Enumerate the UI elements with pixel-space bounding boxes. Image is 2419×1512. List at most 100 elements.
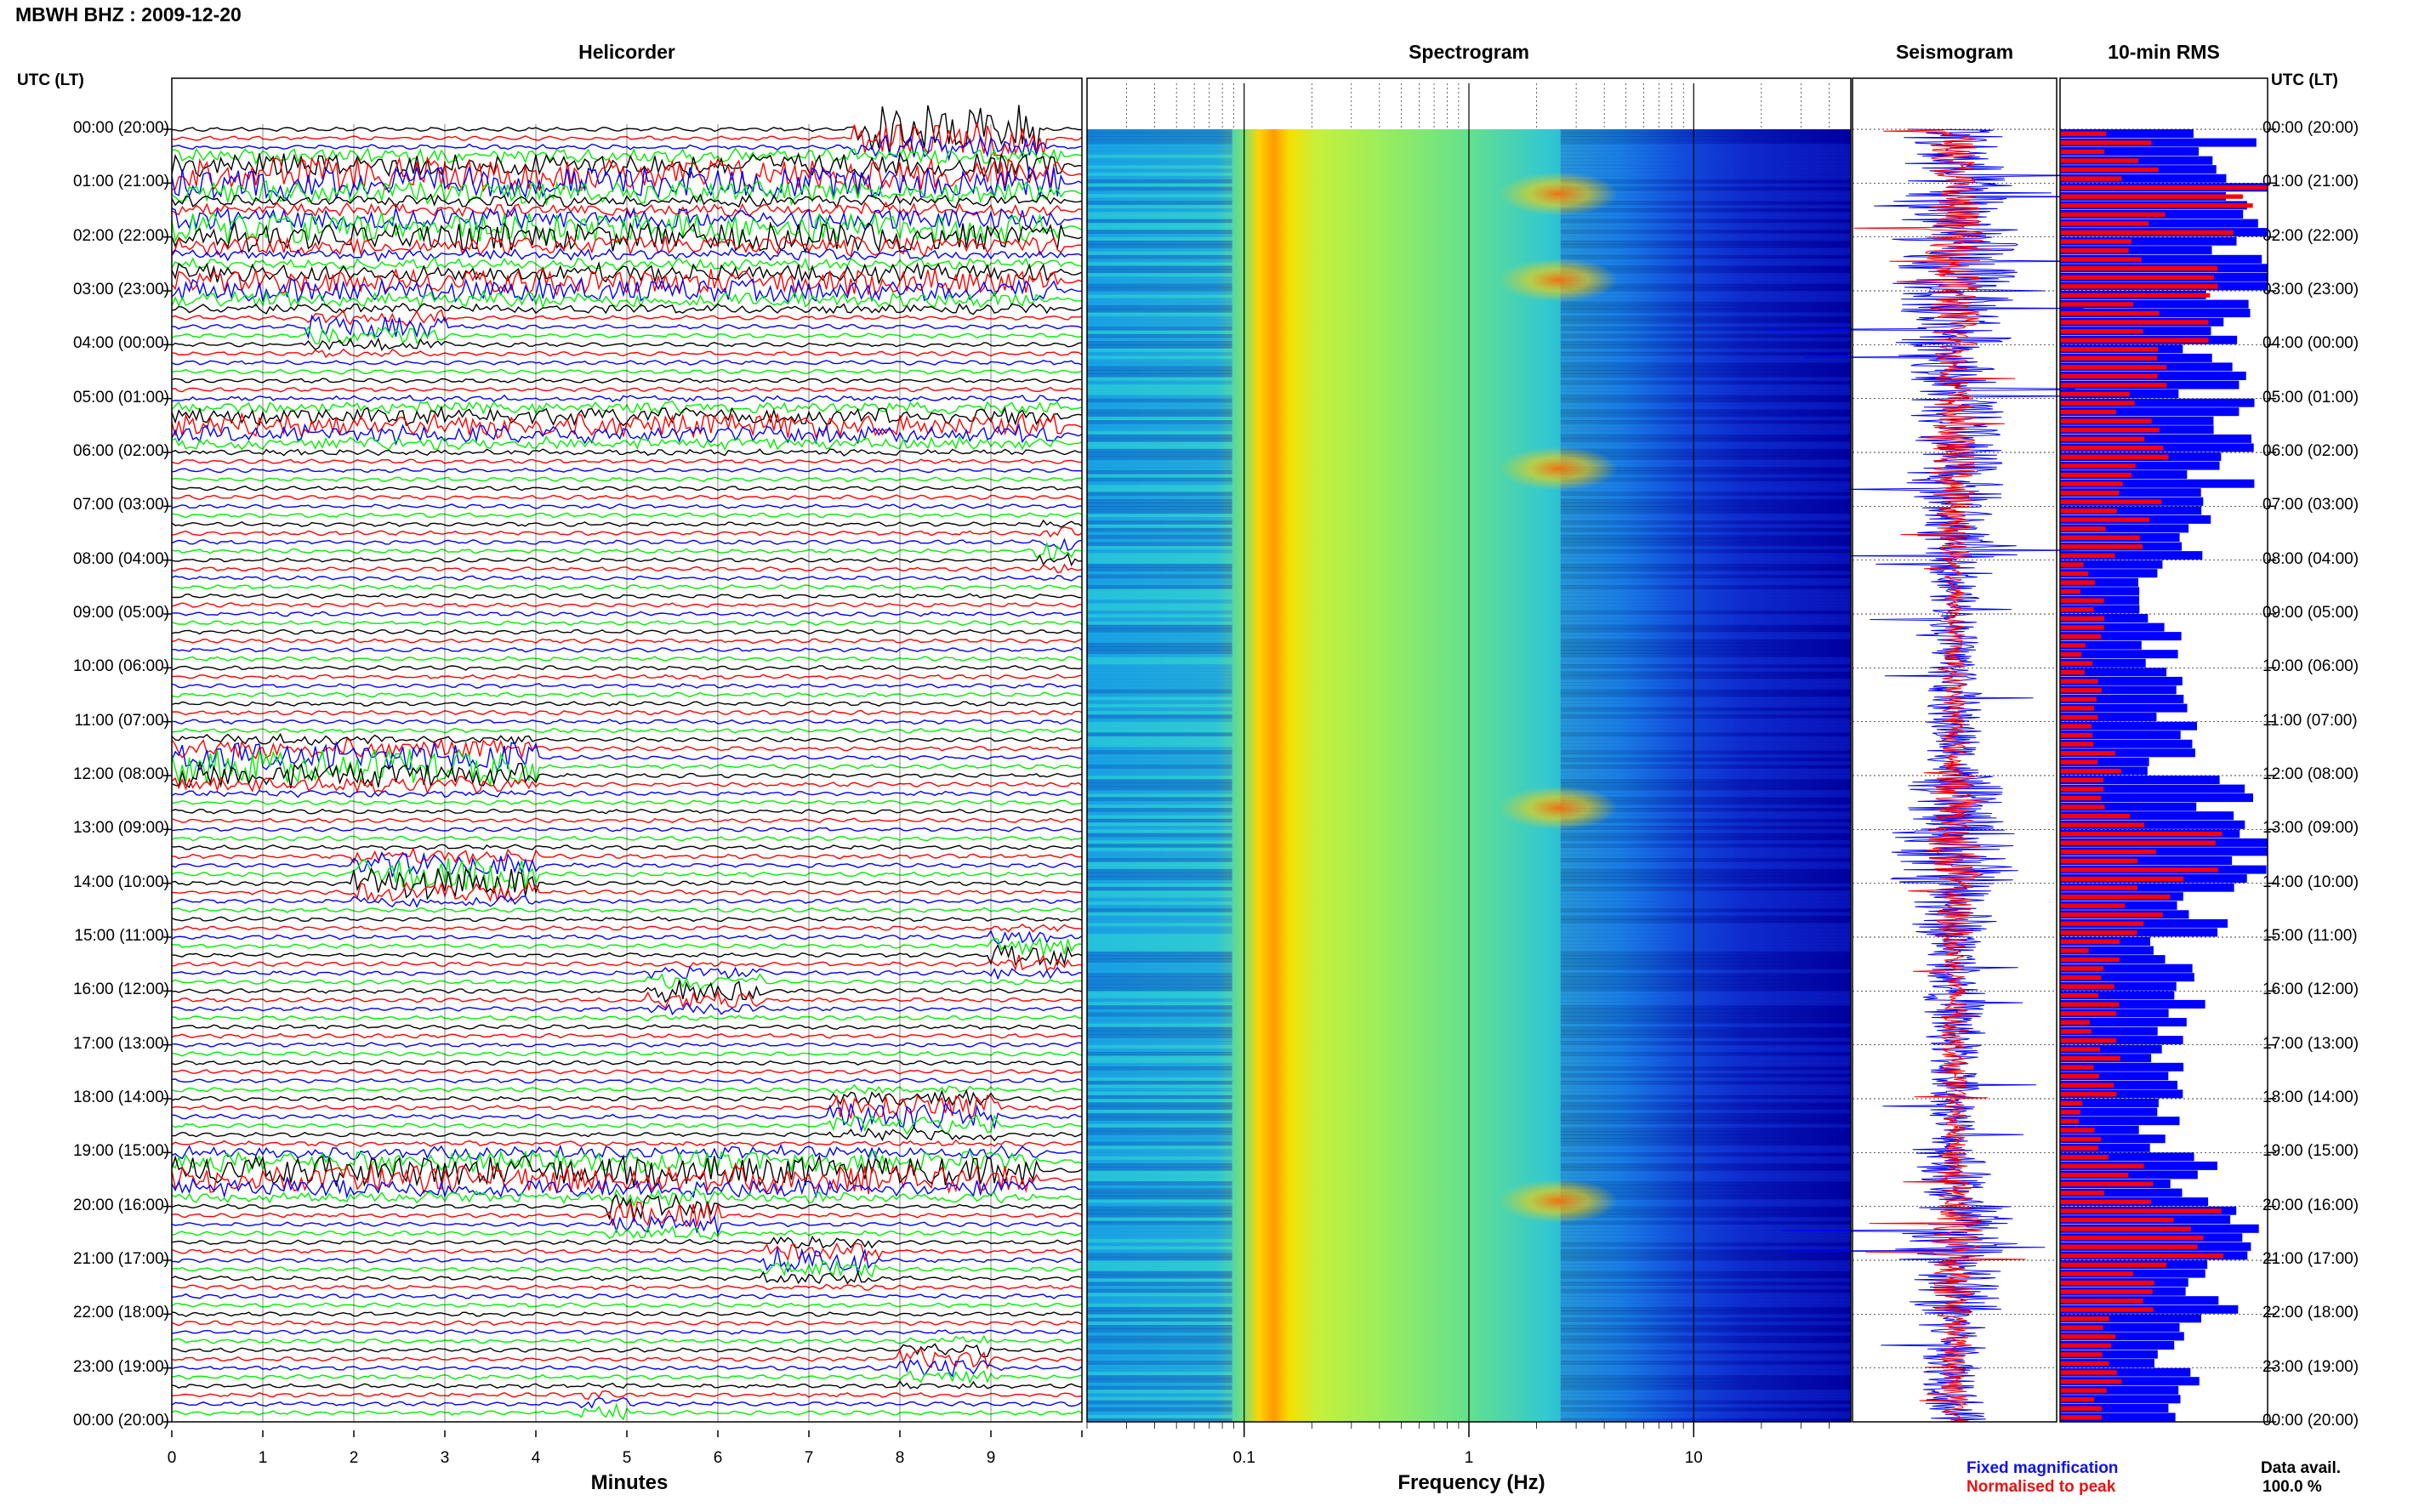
helicorder-title: Helicorder [578, 41, 675, 63]
rms-bar-fixed [2060, 1134, 2166, 1144]
spectrogram-streak [1560, 1109, 1851, 1114]
spectrogram-streak [1087, 729, 1232, 733]
spectrogram-streak [1087, 1253, 1232, 1258]
spectrogram-streak [1560, 179, 1851, 184]
spectrogram-streak [1087, 1367, 1232, 1373]
spectrogram-streak [1560, 1030, 1851, 1035]
spectrogram-streak [1087, 207, 1232, 213]
rms-bar-normalised [2060, 732, 2093, 738]
rms-bar-normalised [2060, 1397, 2095, 1402]
spectrogram-streak [1560, 826, 1851, 830]
spectrogram-streak [1087, 868, 1232, 873]
helicorder-plot [171, 105, 1083, 1437]
rms-bar-normalised [2060, 194, 2243, 199]
rms-bar-fixed [2060, 883, 2234, 892]
rms-bar-normalised [2060, 562, 2084, 567]
rms-bar-normalised [2060, 903, 2126, 908]
rms-bar-normalised [2060, 1307, 2154, 1312]
rms-bar-fixed [2060, 802, 2197, 811]
rms-bar-normalised [2060, 328, 2143, 334]
spectrogram-streak [1087, 162, 1232, 166]
rms-bar-fixed [2060, 1117, 2180, 1126]
rms-bar-normalised [2060, 185, 2268, 190]
rms-bar-normalised [2060, 1378, 2122, 1384]
spectrogram-streak [1560, 1367, 1851, 1373]
spectrogram-streak [1560, 1084, 1851, 1089]
spectrogram-streak [1087, 894, 1232, 898]
spectrogram-streak [1087, 265, 1232, 270]
spectrogram-streak [1087, 219, 1232, 224]
spectrogram-streak [1087, 1080, 1232, 1085]
spectrogram-streak [1087, 133, 1232, 137]
hour-label-left: 15:00 (11:00) [74, 927, 169, 945]
spectrogram-streak [1560, 653, 1851, 658]
legend-fixed: Fixed magnification [1967, 1459, 2119, 1477]
spectrogram-streak [1087, 398, 1232, 403]
spectrogram-streak [1087, 1030, 1232, 1035]
spectrogram-streak [1560, 707, 1851, 712]
spectrogram-streak [1560, 1267, 1851, 1272]
spectrogram-streak [1087, 1242, 1232, 1247]
spectrogram-streak [1087, 445, 1232, 450]
spectrogram-streak [1560, 136, 1851, 141]
spectrogram-streak [1560, 1099, 1851, 1103]
rms-bar-fixed [2060, 173, 2227, 183]
spectrogram-streak [1087, 1102, 1232, 1106]
hour-label-left: 04:00 (00:00) [72, 334, 169, 353]
spectrogram-streak [1087, 797, 1232, 801]
spectrogram-streak [1560, 301, 1851, 306]
spectrogram-streak [1087, 789, 1232, 794]
spectrogram-streak [1087, 983, 1232, 988]
spectrogram-streak [1560, 294, 1851, 298]
rms-bar-fixed [2060, 658, 2146, 668]
spectrogram-streak [1560, 840, 1851, 844]
spectrogram-streak [1087, 492, 1232, 497]
spectrogram-streak [1087, 668, 1232, 672]
spectrogram-streak [1087, 498, 1232, 503]
spectrogram-streak [1087, 1317, 1232, 1322]
spectrogram-streak [1560, 732, 1851, 736]
rms-bar-normalised [2060, 1370, 2117, 1375]
spectrogram-streak [1560, 915, 1851, 920]
rms-bar-normalised [2060, 428, 2160, 433]
spectrogram-streak [1560, 962, 1851, 967]
rms-bar-normalised [2060, 1253, 2223, 1259]
spectrogram-streak [1560, 215, 1851, 219]
rms-bar-normalised [2060, 1055, 2120, 1061]
spectrogram-streak [1560, 226, 1851, 230]
spectrogram-burst [1499, 172, 1619, 216]
spectrogram-streak [1560, 657, 1851, 662]
rms-bar-normalised [2060, 804, 2105, 810]
spectrogram-streak [1560, 1080, 1851, 1085]
spectrogram-streak [1560, 926, 1851, 930]
spectrogram-streak [1087, 1055, 1232, 1060]
spectrogram-streak [1560, 776, 1851, 780]
spectrogram-streak [1560, 1015, 1851, 1020]
hour-label-left: 13:00 (09:00) [72, 819, 169, 838]
spectrogram-streak [1560, 175, 1851, 180]
spectrogram-streak [1087, 779, 1232, 783]
rms-bar-normalised [2060, 1316, 2109, 1322]
spectrogram-streak [1087, 1264, 1232, 1268]
hour-label-left: 11:00 (07:00) [74, 711, 169, 730]
rms-bar-fixed [2060, 147, 2199, 156]
rms-bar-normalised [2060, 391, 2130, 397]
data-avail-value: 100.0 % [2262, 1478, 2322, 1496]
spectrogram-streak [1560, 628, 1851, 633]
spectrogram-streak [1087, 1138, 1232, 1143]
spectrogram-streak [1560, 721, 1851, 726]
spectrogram-streak [1560, 154, 1851, 159]
spectrogram-streak [1560, 1002, 1851, 1006]
spectrogram-streak [1560, 1196, 1851, 1200]
spectrogram-streak [1560, 577, 1851, 583]
spectrogram-streak [1087, 197, 1232, 202]
rms-bar-fixed [2060, 999, 2206, 1009]
spectrogram-streak [1560, 1390, 1851, 1394]
spectrogram-streak [1560, 1214, 1851, 1218]
spectrogram-streak [1560, 1206, 1851, 1211]
spectrogram-streak [1560, 1382, 1851, 1387]
spectrogram-streak [1560, 1156, 1851, 1161]
panel-frame [171, 77, 1083, 1423]
rms-bar-normalised [2060, 338, 2209, 343]
frequency-axis-label: Frequency (Hz) [1397, 1471, 1545, 1494]
